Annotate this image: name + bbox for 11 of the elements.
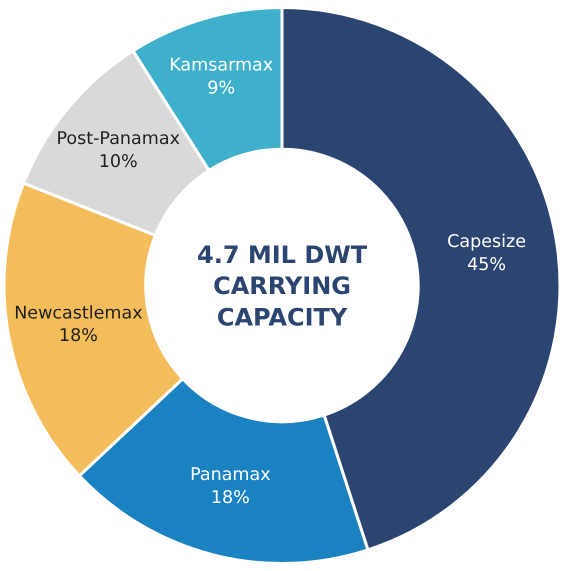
data-label: 18% bbox=[210, 488, 250, 508]
data-label: 18% bbox=[58, 326, 98, 346]
data-label: 10% bbox=[98, 152, 138, 172]
text: 4.7 MIL DWT CARRYING CAPACITY bbox=[197, 241, 368, 332]
data-label: 45% bbox=[467, 254, 506, 275]
slice-label: Panamax bbox=[190, 465, 271, 486]
slice-label: Newcastlemax bbox=[14, 303, 143, 324]
data-label: 9% bbox=[207, 78, 236, 99]
slice-label: Post-Panamax bbox=[56, 129, 180, 150]
slice-label: Kamsarmax bbox=[169, 56, 274, 76]
slice-label: Capesize bbox=[447, 232, 526, 252]
